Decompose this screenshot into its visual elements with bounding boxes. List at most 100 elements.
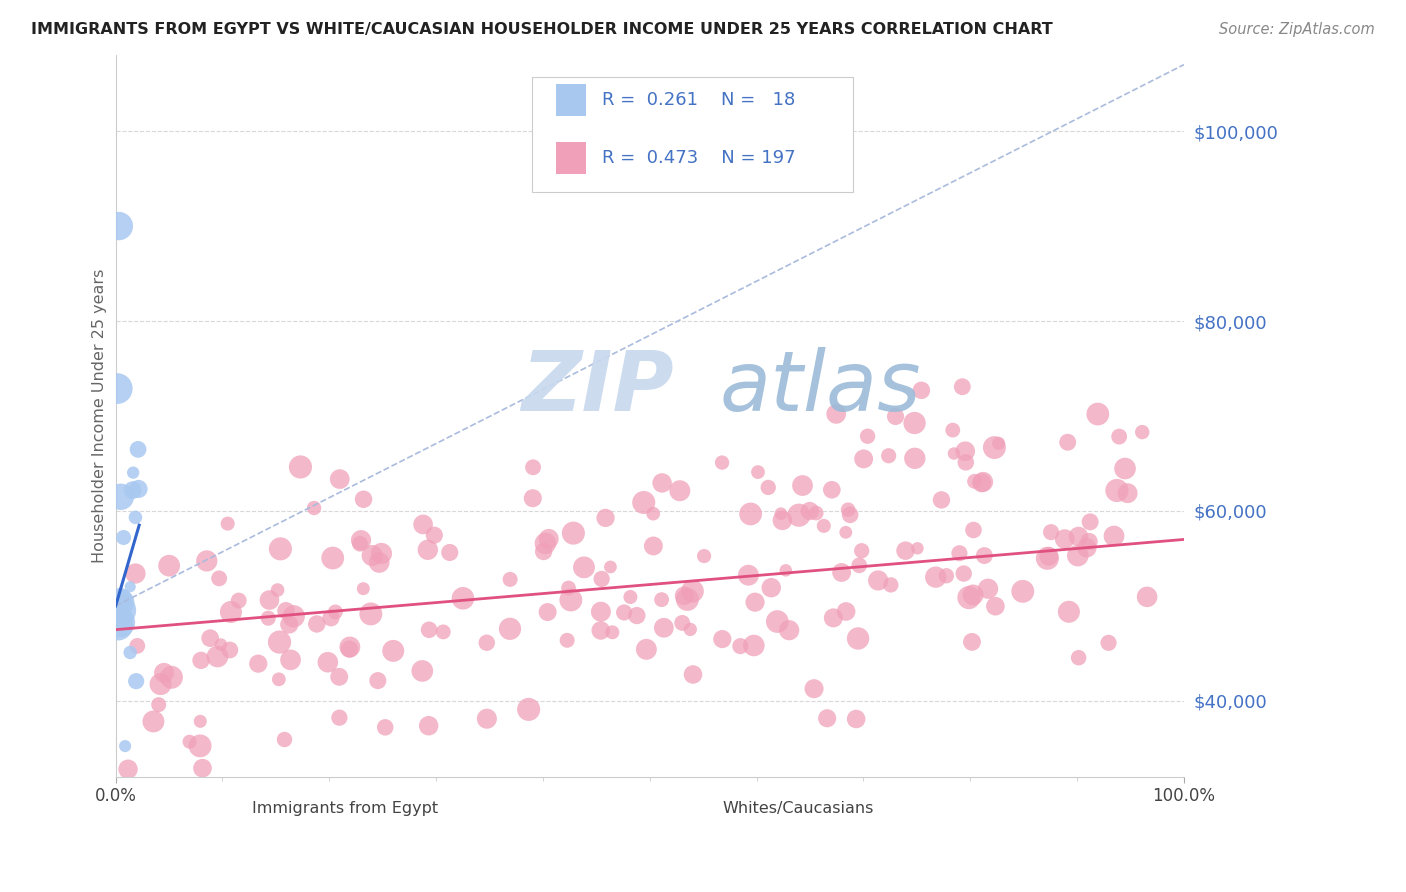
Point [124,566,146,581]
Point [1057,605,1080,619]
Point [960,635,983,649]
Point [290,460,312,475]
Point [987,436,1010,450]
Point [880,578,903,592]
Point [432,624,454,639]
Point [651,475,673,490]
Point [499,622,522,636]
Point [682,667,704,681]
Point [775,563,797,577]
Point [1114,461,1136,475]
Point [984,599,1007,614]
Point [1078,534,1101,549]
Point [673,589,696,603]
Point [153,665,176,680]
Point [613,606,636,620]
Point [589,624,612,638]
Point [361,549,384,563]
Point [120,580,142,594]
Point [127,482,149,496]
Point [122,466,145,480]
Point [522,460,544,475]
Point [217,516,239,531]
Point [149,677,172,691]
Point [218,643,240,657]
Point [1102,529,1125,543]
Y-axis label: Householder Income Under 25 years: Householder Income Under 25 years [93,268,107,563]
Point [792,478,814,492]
FancyBboxPatch shape [555,84,586,117]
Point [191,761,214,775]
Point [643,507,665,521]
Point [499,573,522,587]
Point [1011,584,1033,599]
Point [825,407,848,421]
Point [766,615,789,629]
Point [188,714,211,729]
Point [744,595,766,609]
Point [1056,435,1078,450]
Text: Source: ZipAtlas.com: Source: ZipAtlas.com [1219,22,1375,37]
Point [1078,515,1101,529]
Point [560,593,582,607]
Point [555,633,578,648]
Point [787,508,810,523]
Point [943,446,966,460]
Point [711,632,734,646]
Point [799,504,821,518]
Point [319,611,342,625]
Point [831,566,853,580]
Point [769,507,792,521]
Point [283,609,305,624]
Point [127,639,149,653]
Point [269,541,291,556]
Point [328,670,350,684]
Point [367,673,389,688]
Point [955,455,977,469]
Point [983,441,1005,455]
Point [416,542,439,557]
Point [522,491,544,506]
Point [935,568,957,582]
Point [108,219,131,233]
Point [835,525,858,540]
Point [1067,549,1090,563]
Point [1067,650,1090,665]
Point [228,593,250,607]
Point [619,590,641,604]
Point [737,568,759,582]
FancyBboxPatch shape [212,797,242,820]
Text: atlas: atlas [720,347,921,427]
Text: R =  0.261    N =   18: R = 0.261 N = 18 [602,91,794,109]
Point [851,543,873,558]
Point [179,735,201,749]
Point [962,588,984,602]
Point [962,523,984,537]
Point [633,495,655,509]
Point [439,545,461,559]
Point [652,621,675,635]
Point [682,584,704,599]
FancyBboxPatch shape [555,142,586,174]
Point [1040,525,1063,540]
Point [110,615,132,630]
Point [325,605,347,619]
Point [1038,549,1060,564]
Text: Immigrants from Egypt: Immigrants from Egypt [253,801,439,816]
Point [1053,532,1076,546]
Text: Whites/Caucasians: Whites/Caucasians [723,801,873,816]
Point [328,711,350,725]
Point [124,510,146,524]
Point [770,513,793,527]
Point [188,739,211,753]
Point [679,623,702,637]
Point [412,517,434,532]
Point [451,591,474,606]
Point [1067,529,1090,543]
Point [274,604,297,618]
Point [669,483,692,498]
Point [112,531,135,545]
Point [1097,636,1119,650]
Point [671,615,693,630]
Point [195,554,218,568]
